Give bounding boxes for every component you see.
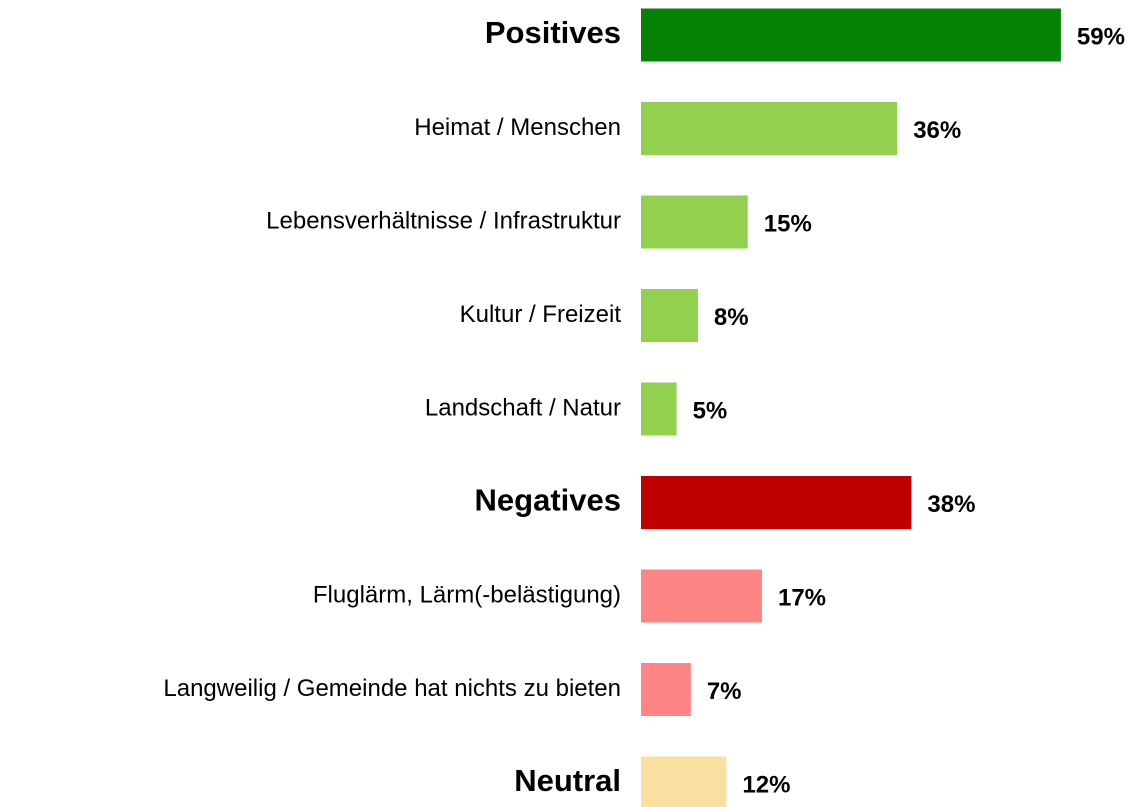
category-label: Lebensverhältnisse / Infrastruktur (266, 207, 621, 234)
value-label: 38% (927, 491, 975, 518)
bar (641, 756, 727, 807)
bar (641, 8, 1061, 62)
bar (641, 476, 912, 529)
category-label: Fluglärm, Lärm(-belästigung) (313, 581, 621, 608)
value-label: 5% (693, 397, 728, 424)
value-label: 7% (707, 678, 742, 705)
category-label: Kultur / Freizeit (460, 301, 622, 328)
category-label: Landschaft / Natur (425, 394, 621, 421)
bar (641, 102, 898, 155)
value-label: 36% (913, 117, 961, 144)
group-label: Positives (485, 15, 621, 50)
bar (641, 289, 698, 342)
value-label: 12% (742, 771, 790, 798)
value-label: 59% (1077, 23, 1125, 50)
value-label: 17% (778, 584, 826, 611)
bar (641, 569, 762, 623)
category-label: Heimat / Menschen (414, 114, 621, 141)
group-label: Neutral (514, 763, 621, 798)
group-label: Negatives (475, 483, 621, 518)
bar (641, 663, 691, 716)
category-label: Langweilig / Gemeinde hat nichts zu biet… (163, 675, 621, 702)
bar (641, 382, 677, 436)
bar (641, 195, 748, 249)
value-label: 8% (714, 304, 749, 331)
value-label: 15% (764, 210, 812, 237)
